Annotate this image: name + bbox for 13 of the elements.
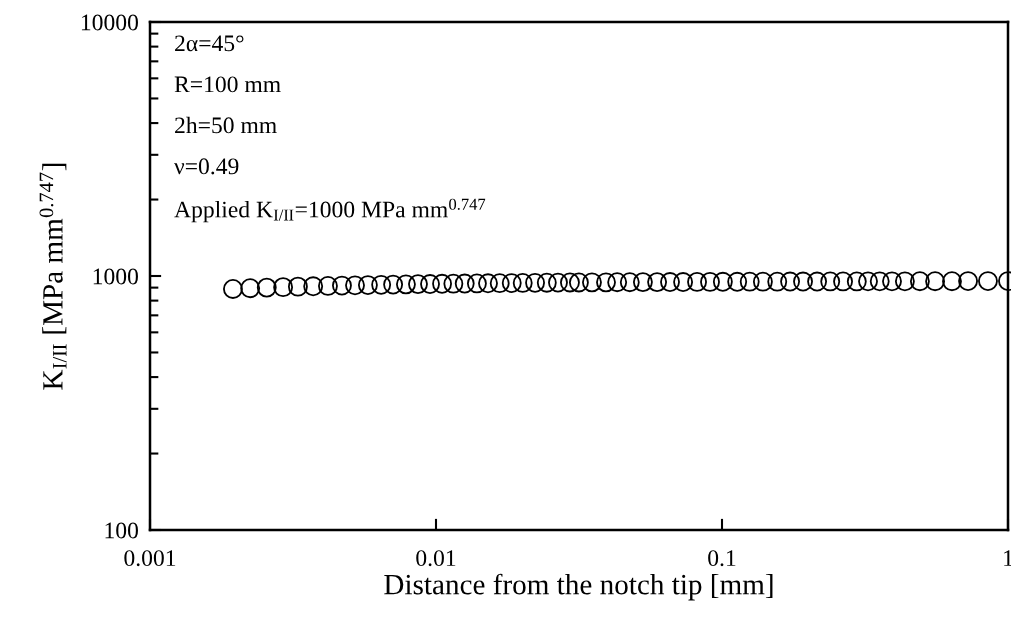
- x-tick-label: 0.001: [124, 550, 176, 567]
- y-tick-label: 1000: [93, 268, 138, 285]
- x-tick-label: 0.1: [708, 550, 736, 567]
- y-tick-label: 10000: [81, 14, 138, 31]
- y-axis-title: K$_{I/II}$ [MPa mm$^{0.747}$]: [39, 163, 67, 390]
- annotation: R=100 mm: [174, 76, 281, 93]
- annotation: ν=0.49: [174, 158, 239, 175]
- annotation: 2h=50 mm: [175, 116, 277, 134]
- annotation: Applied K$_{I/II}$=1000 MPa mm$^{0.747}$: [174, 198, 486, 223]
- annotation: 2α=45°: [175, 35, 244, 52]
- y-tick-label: 100: [105, 522, 138, 539]
- x-tick-label: 0.01: [416, 550, 456, 567]
- x-axis-title: Distance from the notch tip [mm]: [384, 573, 773, 601]
